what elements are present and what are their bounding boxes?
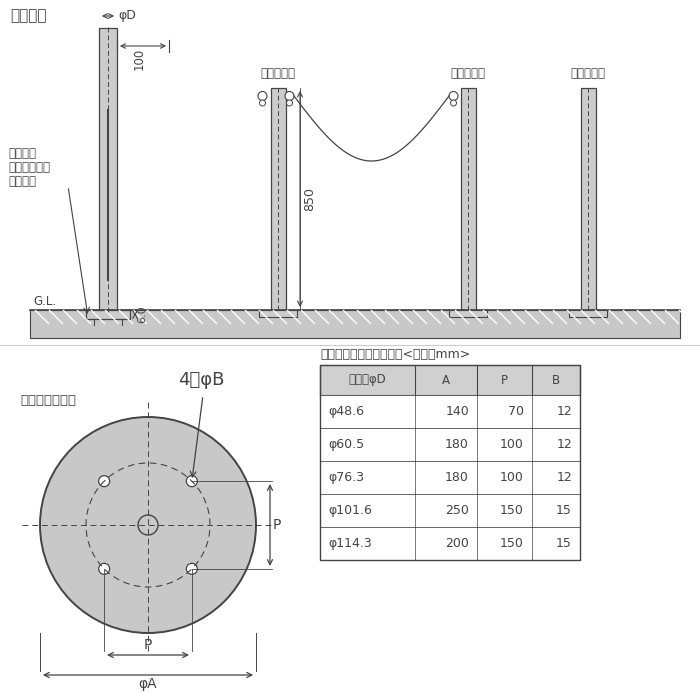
Bar — [449, 310, 487, 317]
Text: 4－φB: 4－φB — [178, 371, 225, 389]
Text: 70: 70 — [508, 405, 524, 418]
Text: 100: 100 — [500, 438, 524, 451]
Text: （別途）: （別途） — [8, 175, 36, 188]
Text: 15: 15 — [556, 537, 572, 550]
Text: 180: 180 — [445, 471, 469, 484]
Circle shape — [138, 515, 158, 535]
Text: 100: 100 — [500, 471, 524, 484]
Text: ベースプレート: ベースプレート — [20, 394, 76, 407]
Bar — [320, 395, 580, 428]
Bar — [320, 365, 580, 560]
Circle shape — [449, 92, 458, 101]
Text: P: P — [144, 638, 152, 652]
Text: P: P — [501, 374, 508, 386]
Text: 100: 100 — [132, 48, 146, 70]
Text: φ114.3: φ114.3 — [328, 537, 372, 550]
Bar — [320, 365, 580, 395]
Text: 12: 12 — [556, 405, 572, 418]
Circle shape — [99, 476, 110, 486]
Text: B: B — [552, 374, 560, 386]
Text: 850: 850 — [303, 187, 316, 211]
Text: φA: φA — [139, 677, 158, 691]
Bar — [320, 428, 580, 461]
Text: 片フック付: 片フック付 — [451, 67, 486, 80]
Text: 140: 140 — [445, 405, 469, 418]
Text: 6.0: 6.0 — [137, 306, 147, 323]
Text: 支柱径φD: 支柱径φD — [349, 374, 386, 386]
Circle shape — [285, 92, 294, 101]
Bar — [30, 310, 680, 338]
Circle shape — [451, 100, 456, 106]
Text: P: P — [273, 518, 281, 532]
Text: あと施工: あと施工 — [8, 147, 36, 160]
Bar — [461, 88, 475, 310]
Text: φD: φD — [118, 10, 136, 22]
Bar — [259, 310, 297, 317]
Text: φ60.5: φ60.5 — [328, 438, 364, 451]
Text: A: A — [442, 374, 450, 386]
Text: φ48.6: φ48.6 — [328, 405, 364, 418]
Circle shape — [186, 476, 197, 486]
Circle shape — [99, 564, 110, 574]
Text: 12: 12 — [556, 471, 572, 484]
Text: 250: 250 — [445, 504, 469, 517]
Text: φ76.3: φ76.3 — [328, 471, 364, 484]
Bar — [86, 310, 130, 319]
Circle shape — [260, 100, 265, 106]
Circle shape — [40, 417, 256, 633]
Text: 180: 180 — [445, 438, 469, 451]
Circle shape — [186, 564, 197, 574]
Text: φ101.6: φ101.6 — [328, 504, 372, 517]
Text: 12: 12 — [556, 438, 572, 451]
Bar — [580, 88, 596, 310]
Text: 15: 15 — [556, 504, 572, 517]
Bar — [569, 310, 607, 317]
Bar — [270, 88, 286, 310]
Bar — [320, 461, 580, 494]
Text: 150: 150 — [500, 504, 524, 517]
Text: フックなし: フックなし — [570, 67, 606, 80]
Bar — [320, 494, 580, 527]
Bar — [99, 28, 117, 310]
Bar — [320, 527, 580, 560]
Text: 200: 200 — [445, 537, 469, 550]
Text: アンカー固定: アンカー固定 — [8, 161, 50, 174]
Text: 150: 150 — [500, 537, 524, 550]
Text: ベースプレート寸法表　<単位：mm>: ベースプレート寸法表 <単位：mm> — [320, 348, 470, 361]
Circle shape — [286, 100, 293, 106]
Text: G.L.: G.L. — [33, 295, 56, 308]
Text: 両フック付: 両フック付 — [260, 67, 295, 80]
Text: 製品図面: 製品図面 — [10, 8, 46, 23]
Circle shape — [258, 92, 267, 101]
